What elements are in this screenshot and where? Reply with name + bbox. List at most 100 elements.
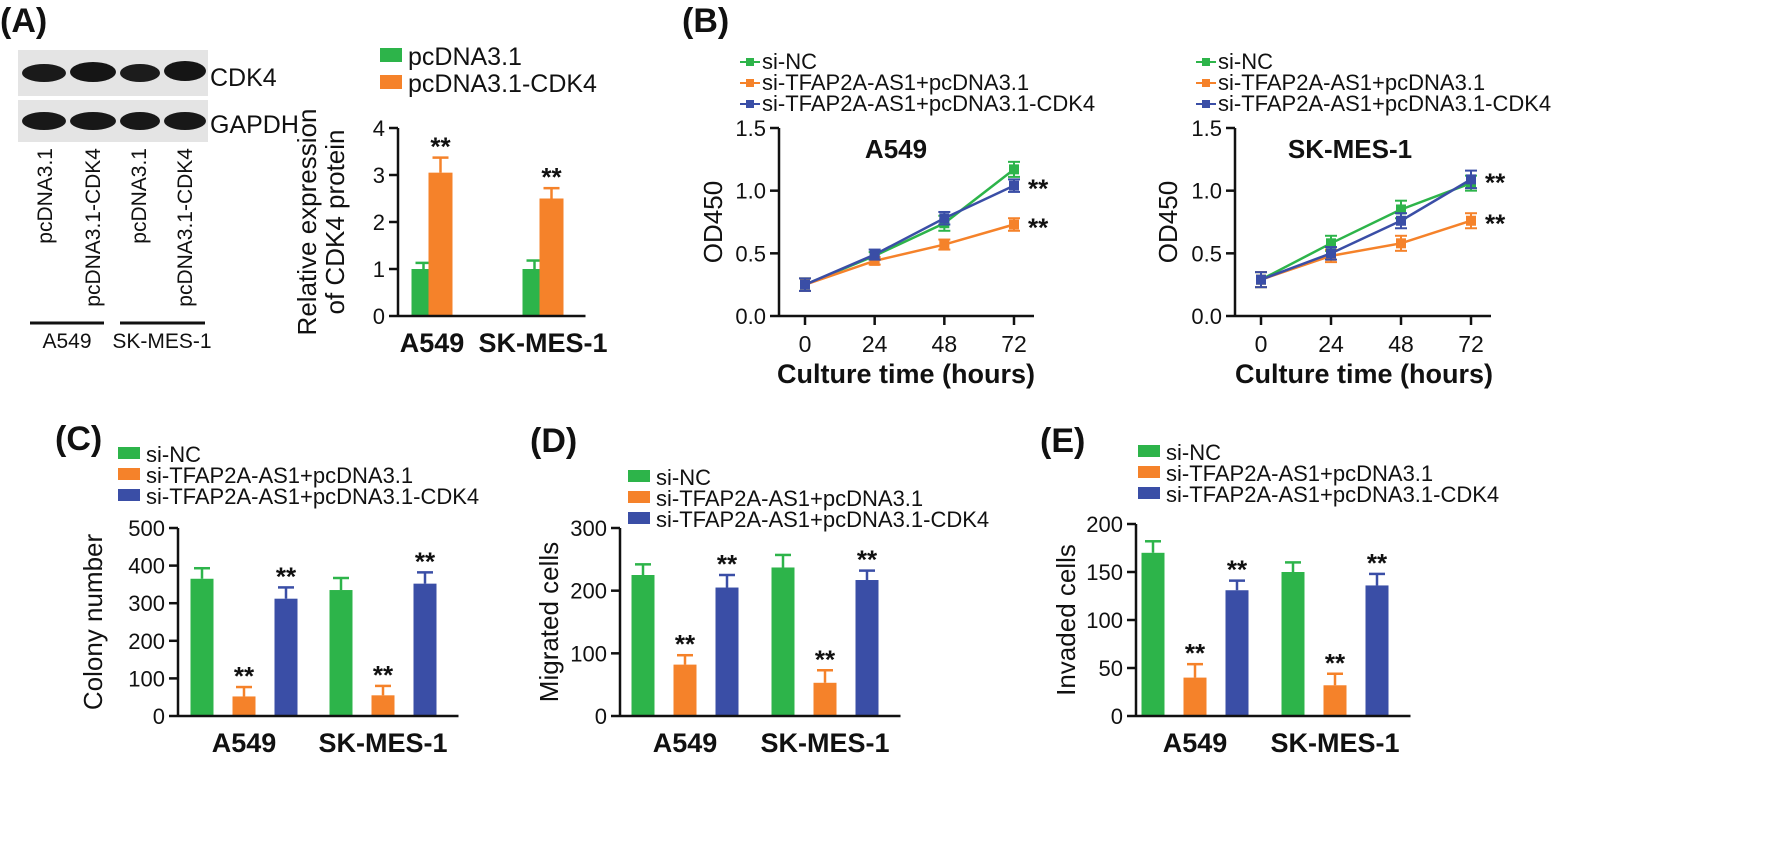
c-bar-x-tick-label: A549 [212,728,277,758]
b2-line-legend-marker [1202,79,1210,87]
e-bar-y-tick-label: 200 [1086,512,1123,537]
c-bar-legend-swatch [118,489,140,501]
a-bar-y-label: Relative expression [292,109,322,336]
b2-line-significance: ** [1485,209,1506,239]
b1-line-series-line [804,223,1015,286]
b1-line-point [1009,180,1019,191]
lane-label: pcDNA3.1 [34,148,57,244]
lane-label: pcDNA3.1 [128,148,151,244]
a-bar-x-tick-label: SK-MES-1 [478,328,607,358]
blot-band [164,61,206,81]
d-bar-legend-swatch [628,491,650,503]
b1-line-point [939,213,950,224]
e-bar-legend-swatch [1138,445,1160,457]
b1-line-legend-marker [746,100,754,108]
b2-line-x-tick-label: 48 [1388,331,1414,357]
d-bar-bar [715,587,739,716]
a-bar-y-tick-label: 3 [373,163,385,188]
d-bar-legend-swatch [628,512,650,524]
d-bar-legend-label: si-NC [656,465,711,490]
b2-line-legend-label: si-NC [1218,49,1273,74]
d-bar-legend-label: si-TFAP2A-AS1+pcDNA3.1 [656,486,923,511]
e-bar-y-tick-label: 50 [1099,656,1123,681]
blot-band [120,64,160,82]
b1-line-legend-marker [746,58,754,66]
blot-band [120,112,160,130]
b1-line-significance: ** [1028,213,1049,243]
group-label-skmes1: SK-MES-1 [112,330,211,353]
c-bar-y-tick-label: 300 [128,591,165,616]
b1-line-legend-label: si-TFAP2A-AS1+pcDNA3.1-CDK4 [762,91,1095,116]
e-bar-y-tick-label: 100 [1086,608,1123,633]
b1-line-y-tick-label: 1.5 [735,116,766,141]
e-bar-y-tick-label: 0 [1111,704,1123,729]
c-bar-significance: ** [276,561,297,591]
c-bar-y-tick-label: 500 [128,516,165,541]
b1-line-significance: ** [1028,174,1049,204]
blot-band [22,64,66,82]
b1-line-x-tick-label: 72 [1001,331,1027,357]
b2-line-x-tick-label: 0 [1255,331,1268,357]
c-bar-bar [371,695,395,716]
b1-line-point [939,239,950,250]
panel-label-a: (A) [0,2,47,40]
c-bar-bar [190,578,214,716]
b2-line-y-label: OD450 [1153,181,1183,263]
c-bar-significance: ** [234,661,255,691]
d-bar-legend-swatch [628,470,650,482]
c-bar-legend-swatch [118,447,140,459]
b2-line-y-tick-label: 1.0 [1191,179,1222,204]
b2-line-point [1326,238,1336,249]
b1-line-y-tick-label: 0.0 [735,304,766,329]
a-bar-significance: ** [430,132,451,162]
c-bar-y-label: Colony number [78,534,108,711]
b2-line-point [1396,238,1406,249]
a-bar-y-tick-label: 2 [373,210,385,235]
a-bar-bar [539,198,564,316]
b1-line-y-tick-label: 1.0 [735,179,766,204]
c-bar-significance: ** [373,660,394,690]
b2-line-point [1466,174,1476,185]
western-blot: CDK4 GAPDH pcDNA3.1 pcDNA3.1-CDK4 pcDNA3… [18,50,299,353]
d-bar-significance: ** [717,549,738,579]
b1-line-point [869,249,880,260]
e-bar-legend-swatch [1138,487,1160,499]
e-bar-legend-label: si-TFAP2A-AS1+pcDNA3.1 [1166,461,1433,486]
blot-band [164,112,206,130]
a-bar-y-tick-label: 0 [373,304,385,329]
b2-line-series-line [1260,181,1472,281]
b1-line-legend-label: si-TFAP2A-AS1+pcDNA3.1 [762,70,1029,95]
e-bar-significance: ** [1185,638,1206,668]
b2-line-point [1396,204,1406,215]
d-bar-y-tick-label: 100 [570,641,607,666]
d-bar-significance: ** [857,545,878,575]
d-bar-significance: ** [675,629,696,659]
panel-label-c: (C) [55,420,102,458]
b2-line-legend-label: si-TFAP2A-AS1+pcDNA3.1 [1218,70,1485,95]
d-bar-bar [673,664,697,716]
a-bar-y-tick-label: 4 [373,116,385,141]
c-bar-bar [413,583,437,716]
c-bar-y-tick-label: 200 [128,629,165,654]
b2-line-x-label: Culture time (hours) [1235,359,1493,389]
a-bar-y-tick-label: 1 [373,257,385,282]
d-bar-y-tick-label: 0 [595,704,607,729]
b2-line-legend-label: si-TFAP2A-AS1+pcDNA3.1-CDK4 [1218,91,1551,116]
blot-label-cdk4: CDK4 [210,64,277,92]
c-bar-bar [232,696,256,716]
b2-line-y-tick-label: 0.0 [1191,304,1222,329]
a-bar-y-label: of CDK4 protein [320,130,350,315]
e-bar-significance: ** [1227,555,1248,585]
a-bar-bar [428,172,453,316]
e-bar-y-label: Invaded cells [1051,544,1081,696]
b1-line-y-label: OD450 [698,181,728,263]
b2-line-x-tick-label: 72 [1458,331,1484,357]
e-bar-significance: ** [1367,548,1388,578]
b2-line-series-line [1260,219,1472,281]
b2-line-title: SK-MES-1 [1288,134,1412,164]
e-bar-bar [1323,685,1347,716]
b2-line-series-line [1260,178,1472,281]
b1-line-title: A549 [865,134,927,164]
c-bar-legend-label: si-TFAP2A-AS1+pcDNA3.1 [146,463,413,488]
